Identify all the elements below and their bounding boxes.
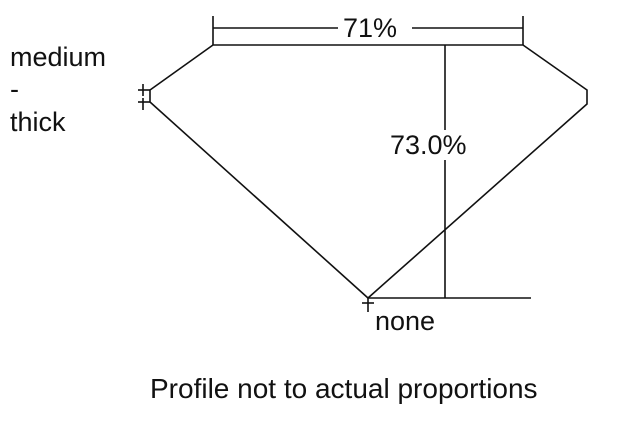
table-percent-label: 71% xyxy=(343,13,398,43)
girdle-label-line2: - xyxy=(10,74,19,104)
culet-label: none xyxy=(375,306,436,336)
caption: Profile not to actual proportions xyxy=(150,373,538,404)
girdle-label-line3: thick xyxy=(10,107,66,137)
depth-percent-label: 73.0% xyxy=(390,130,467,160)
girdle-label-line1: medium xyxy=(10,42,107,72)
gem-outline xyxy=(149,44,588,300)
